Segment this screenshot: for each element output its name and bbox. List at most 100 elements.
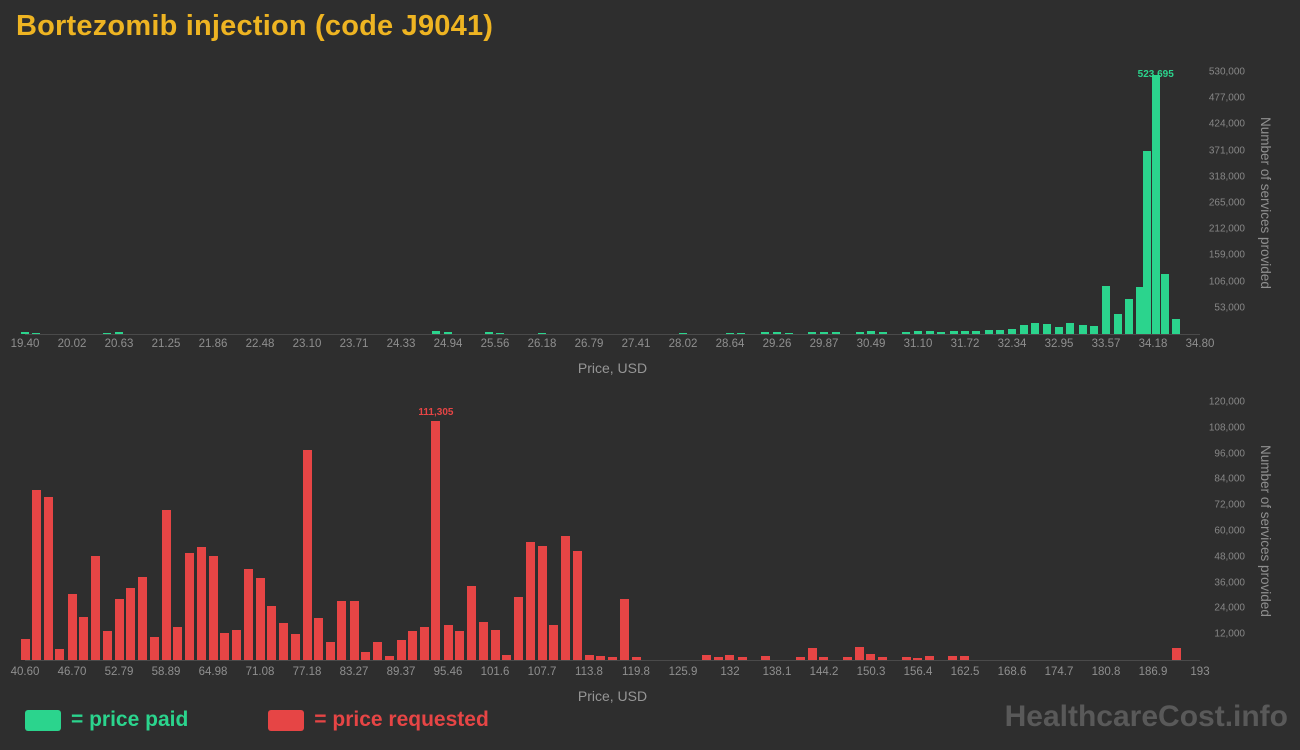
y-tick-label: 212,000 [1208,223,1245,235]
price-paid-histogram-bar [972,331,981,334]
price-requested-histogram-bar [537,546,547,660]
price-paid-histogram-bar [855,331,864,334]
y-tick-label: 159,000 [1208,249,1245,261]
y-tick-label: 53,000 [1214,302,1245,314]
price-requested-histogram-bar [267,606,277,660]
price-requested-histogram-bar [760,656,770,660]
price-paid-histogram-bar [737,332,746,334]
price-requested-histogram-bar [560,536,570,660]
x-tick-label: 26.79 [574,338,604,350]
x-tick-label: 34.80 [1185,338,1215,350]
price-requested-histogram-bar [502,654,512,660]
price-requested-histogram-bar [631,656,641,660]
price-paid-swatch [25,709,61,731]
price-paid-histogram-bar [902,331,911,334]
y-tick-label: 265,000 [1208,197,1245,209]
x-tick-label: 168.6 [997,666,1027,678]
price-requested-histogram-bar [302,450,312,660]
price-paid-plot-area: 523,695 [21,69,1200,335]
y-tick-label: 48,000 [1214,551,1245,563]
price-paid-histogram-bar [103,332,112,334]
price-requested-histogram-bar [443,624,453,660]
y-tick-label: 36,000 [1214,577,1245,589]
price-paid-histogram-bar [996,329,1005,334]
price-paid-histogram-bar [819,332,828,334]
price-paid-histogram-bar [784,332,793,334]
price-requested-histogram-bar [924,656,934,660]
price-paid-histogram-bar [432,330,441,334]
x-tick-label: 34.18 [1138,338,1168,350]
price-requested-y-axis-label: Number of services provided [1258,445,1273,617]
x-tick-label: 28.64 [715,338,745,350]
price-paid-histogram-bar [761,332,770,334]
price-paid-histogram-bar [1078,324,1087,334]
x-tick-label: 180.8 [1091,666,1121,678]
x-tick-label: 113.8 [575,666,603,678]
price-requested-legend-label: = price requested [314,708,489,731]
x-tick-label: 31.72 [950,338,980,350]
price-paid-histogram-bar [773,332,782,334]
x-tick-label: 119.8 [622,666,650,678]
price-paid-histogram-bar [1031,322,1040,334]
price-paid-histogram-bar [678,333,687,334]
price-requested-histogram-bar [126,587,136,660]
x-tick-label: 125.9 [668,666,698,678]
price-requested-x-axis: 40.60 46.70 52.79 58.89 64.98 71.08 77.18 83.27… [11,666,1210,682]
price-requested-histogram-bar [137,577,147,660]
price-paid-histogram-bar [925,331,934,334]
price-paid-histogram-bar [1151,75,1160,334]
x-tick-label: 24.94 [433,338,463,350]
y-tick-label: 60,000 [1214,525,1245,537]
price-requested-histogram-bar [102,630,112,660]
x-tick-label: 29.26 [762,338,792,350]
price-paid-histogram-bar [878,331,887,334]
y-tick-label: 371,000 [1208,145,1245,157]
x-tick-label: 30.49 [856,338,886,350]
page-title: Bortezomib injection (code J9041) [16,10,494,42]
price-paid-histogram-bar [1066,323,1075,334]
x-tick-label: 52.79 [104,666,134,678]
price-paid-histogram-bar [867,331,876,334]
price-requested-histogram-bar [161,509,171,660]
price-paid-histogram-bar [443,331,452,334]
price-requested-histogram-bar [877,657,887,660]
price-requested-histogram-bar [866,653,876,660]
price-requested-y-axis: 120,000 108,000 96,000 84,000 72,000 60,000 48… [1203,397,1245,660]
x-tick-label: 144.2 [809,666,839,678]
price-paid-legend-label: = price paid [71,708,189,731]
y-tick-label: 120,000 [1208,396,1245,408]
price-requested-histogram-bar [244,568,254,660]
y-tick-label: 96,000 [1214,448,1245,460]
price-requested-histogram-bar [584,654,594,660]
price-requested-x-axis-label: Price, USD [577,688,648,704]
price-requested-plot-area: 111,305 [20,402,1200,661]
x-tick-label: 150.3 [856,666,886,678]
price-requested-histogram-bar [91,555,101,660]
price-requested-histogram-bar [291,634,301,660]
x-tick-label: 25.56 [480,338,510,350]
price-requested-histogram-bar [32,490,42,660]
y-tick-label: 530,000 [1208,66,1245,78]
price-requested-histogram-bar [725,654,735,660]
price-requested-swatch [268,709,305,731]
legend-item-price-requested: = price requested [268,708,489,732]
y-tick-label: 477,000 [1208,92,1245,104]
x-tick-label: 132 [720,666,740,678]
x-tick-label: 101.6 [480,666,510,678]
price-requested-histogram-bar [67,594,77,660]
y-tick-label: 72,000 [1214,499,1245,511]
x-tick-label: 21.86 [198,338,228,350]
watermark-text: HealthcareCost.info [1004,700,1288,733]
price-requested-histogram-bar [396,639,406,660]
price-paid-histogram-bar [808,332,817,334]
price-requested-histogram-bar [314,618,324,660]
x-tick-label: 89.37 [386,666,416,678]
price-paid-histogram-bar [114,332,123,334]
y-tick-label: 108,000 [1208,422,1245,434]
price-requested-histogram-bar [807,647,817,660]
price-paid-histogram-bar [1019,325,1028,334]
price-paid-histogram-bar [1043,324,1052,334]
x-tick-label: 174.7 [1044,666,1074,678]
price-requested-histogram-bar [960,656,970,660]
price-requested-histogram-bar [431,420,441,660]
